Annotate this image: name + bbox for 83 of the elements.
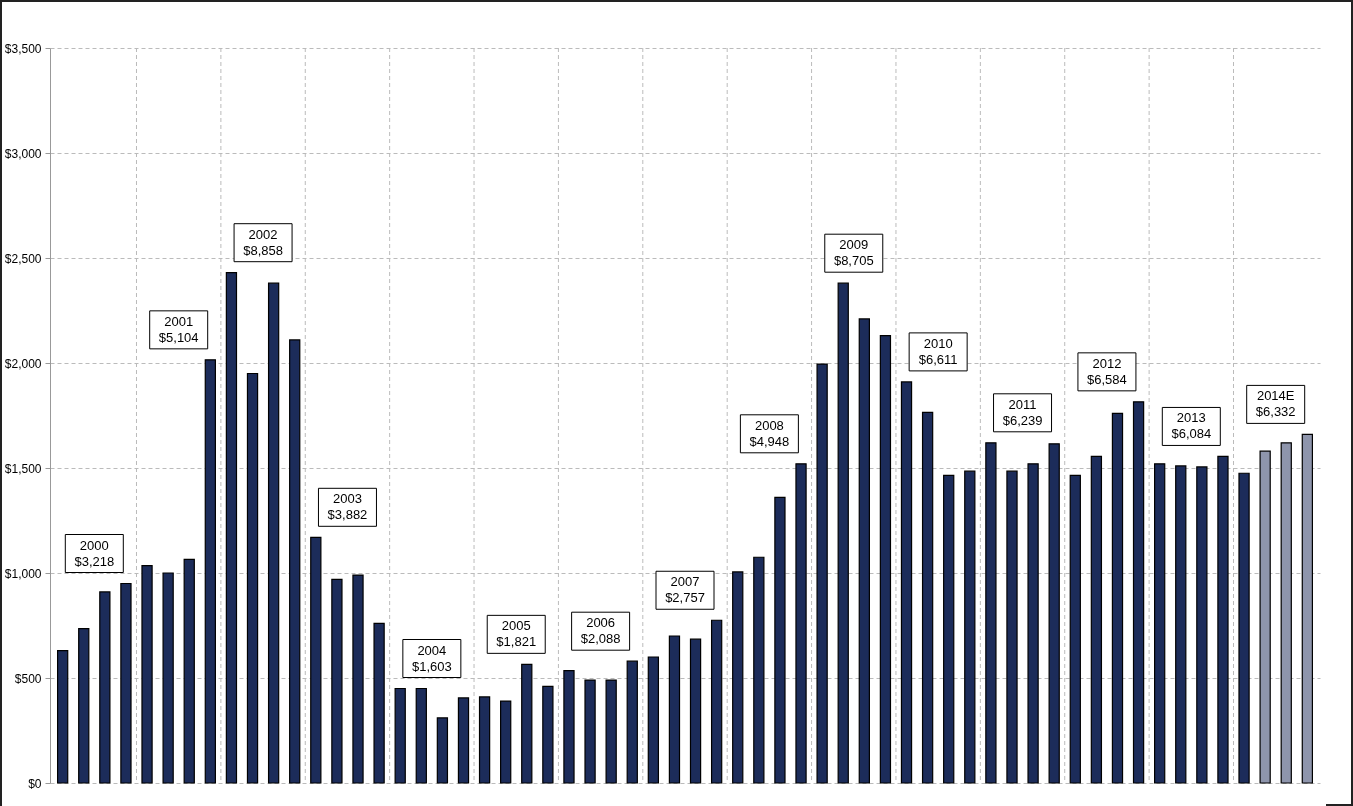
bar [1111, 412, 1124, 784]
bar [457, 697, 470, 784]
bar [563, 670, 575, 784]
annotation: 2004 $1,603 [411, 642, 452, 674]
annotation: 2003 $3,882 [327, 491, 368, 523]
annotation: 2008 $4,948 [749, 417, 790, 449]
bar [1154, 463, 1166, 784]
bar [267, 282, 280, 784]
bar [1301, 433, 1314, 784]
y-tick-label: $1,000 [4, 566, 42, 581]
bar [1132, 401, 1145, 784]
bar [689, 638, 702, 784]
bar [542, 685, 554, 784]
annotation: 2011 $6,239 [1002, 396, 1043, 428]
bar [605, 679, 617, 784]
bar [900, 381, 913, 784]
bar [1069, 474, 1081, 784]
bar [373, 622, 385, 784]
bar [1259, 450, 1271, 784]
bar [710, 619, 723, 784]
bar [78, 628, 90, 784]
y-tick-label: $2,000 [4, 356, 42, 371]
annotation: 2006 $2,088 [580, 615, 621, 647]
y-tick-label: $2,500 [4, 251, 42, 266]
bar [162, 572, 174, 784]
bar [1196, 466, 1208, 784]
y-tick-label: $3,000 [4, 146, 42, 161]
bar [668, 635, 681, 784]
y-tick-label: $1,500 [4, 461, 42, 476]
bar [1048, 443, 1060, 784]
bar [774, 496, 786, 784]
bar [1217, 455, 1229, 784]
bar [141, 565, 153, 784]
bar [1006, 470, 1018, 784]
annotation: 2001 $5,104 [158, 313, 199, 345]
annotation: 2014E $6,332 [1255, 388, 1296, 420]
bar [415, 687, 427, 784]
bar [584, 679, 596, 784]
bar [436, 717, 449, 784]
bar [352, 574, 364, 784]
bar [1090, 455, 1103, 784]
bar [478, 696, 491, 784]
annotation: 2013 $6,084 [1171, 410, 1212, 442]
annotation: 2012 $6,584 [1087, 355, 1127, 387]
y-tick-label: $500 [14, 671, 42, 686]
y-tick-label: $3,500 [4, 41, 42, 56]
bar [816, 363, 828, 784]
bar [500, 700, 512, 784]
bar [985, 442, 997, 784]
bar [1238, 472, 1250, 784]
bar [837, 282, 849, 784]
bar [943, 474, 955, 784]
annotation: 2009 $8,705 [833, 237, 874, 269]
y-tick-label: $0 [28, 776, 42, 791]
bar [310, 536, 322, 784]
bar [99, 591, 111, 784]
bar [394, 687, 406, 784]
bar [732, 571, 744, 784]
annotation: 2005 $1,821 [496, 618, 537, 650]
bar [879, 335, 892, 784]
annotation: 2002 $8,858 [243, 226, 283, 258]
bar [1280, 442, 1292, 784]
bar [204, 359, 216, 784]
bar [626, 660, 638, 784]
bar [921, 411, 934, 784]
annotation: 2010 $6,611 [918, 335, 958, 367]
bar [964, 470, 976, 784]
bar [246, 372, 259, 784]
bar [183, 558, 195, 784]
bar [1175, 465, 1187, 784]
bar [331, 578, 343, 784]
bar [56, 650, 69, 784]
bar [858, 318, 870, 784]
bar [225, 272, 238, 784]
bar [753, 556, 765, 784]
bar [1027, 463, 1039, 784]
bar [795, 463, 807, 784]
bar [647, 656, 660, 784]
bar [521, 663, 533, 784]
annotation: 2000 $3,218 [74, 537, 115, 569]
bar [289, 339, 301, 784]
bar [120, 582, 132, 784]
annotation: 2007 $2,757 [665, 574, 705, 606]
